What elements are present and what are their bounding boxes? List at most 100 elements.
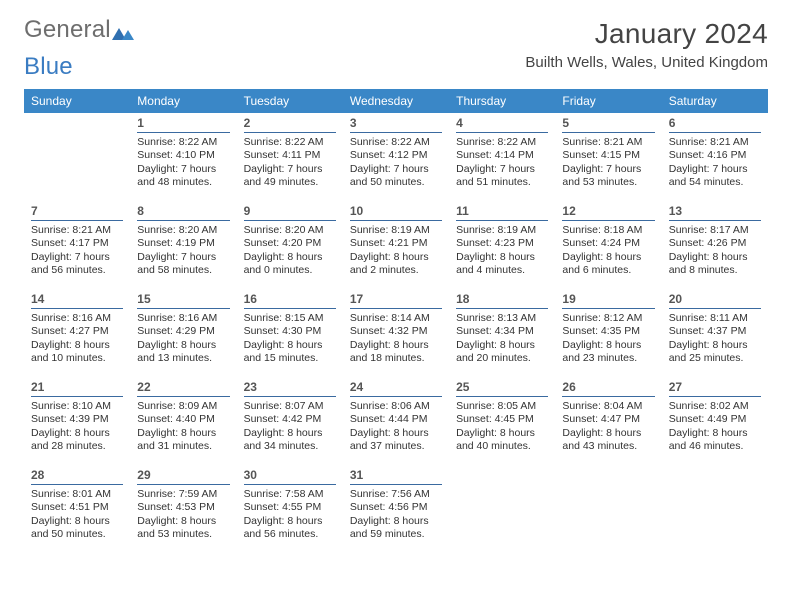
day-details: Sunrise: 7:59 AMSunset: 4:53 PMDaylight:… [137,488,229,542]
day-number-bar: 30 [244,465,336,485]
sunset-text: Sunset: 4:20 PM [244,237,322,249]
calendar-cell: 9Sunrise: 8:20 AMSunset: 4:20 PMDaylight… [237,201,343,289]
day-cell: 3Sunrise: 8:22 AMSunset: 4:12 PMDaylight… [343,113,449,201]
calendar-cell [662,465,768,553]
calendar-cell: 20 Sunrise: 8:11 AMSunset: 4:37 PMDayligh… [662,289,768,377]
sunset-text: Sunset: 4:32 PM [350,325,428,337]
calendar-cell: 5Sunrise: 8:21 AMSunset: 4:15 PMDaylight… [555,113,661,201]
sunrise-text: Sunrise: 8:22 AM [456,136,536,148]
day-number-bar: 8 [137,201,229,221]
day-number-bar: 20 [669,289,761,309]
daylight-text: and 10 minutes. [31,352,106,364]
sunrise-text: Sunrise: 8:09 AM [137,400,217,412]
day-cell [24,113,130,201]
calendar-cell: 31Sunrise: 7:56 AMSunset: 4:56 PMDayligh… [343,465,449,553]
sunrise-text: Sunrise: 8:16 AM [137,312,217,324]
brand-word-2: Blue [24,55,73,79]
day-cell: 22Sunrise: 8:09 AMSunset: 4:40 PMDayligh… [130,377,236,465]
weekday-header: Friday [555,89,661,113]
day-cell: 5Sunrise: 8:21 AMSunset: 4:15 PMDaylight… [555,113,661,201]
calendar-cell: 4Sunrise: 8:22 AMSunset: 4:14 PMDaylight… [449,113,555,201]
sunrise-text: Sunrise: 8:01 AM [31,488,111,500]
daylight-text: Daylight: 8 hours [244,515,323,527]
sunrise-text: Sunrise: 8:21 AM [669,136,749,148]
day-cell: 12Sunrise: 8:18 AMSunset: 4:24 PMDayligh… [555,201,661,289]
sunrise-text: Sunrise: 8:22 AM [137,136,217,148]
calendar-cell: 23Sunrise: 8:07 AMSunset: 4:42 PMDayligh… [237,377,343,465]
weekday-header: Thursday [449,89,555,113]
day-number-bar: 10 [350,201,442,221]
day-details: Sunrise: 8:10 AMSunset: 4:39 PMDaylight:… [31,400,123,454]
day-number-bar: 2 [244,113,336,133]
day-cell: 31Sunrise: 7:56 AMSunset: 4:56 PMDayligh… [343,465,449,553]
day-number-bar: 1 [137,113,229,133]
day-details: Sunrise: 8:18 AMSunset: 4:24 PMDaylight:… [562,224,654,278]
calendar-cell: 8 Sunrise: 8:20 AMSunset: 4:19 PM Daylight… [130,201,236,289]
day-number-bar: 7 [31,201,123,221]
daylight-text: and 20 minutes. [456,352,531,364]
daylight-text: and 25 minutes. [669,352,744,364]
day-details: Sunrise: 8:11 AMSunset: 4:37 PMDaylight:… [669,312,761,366]
day-number-bar: 19 [562,289,654,309]
sunrise-text: Sunrise: 7:58 AM [244,488,324,500]
day-cell: 8 Sunrise: 8:20 AMSunset: 4:19 PM Daylight… [130,201,236,289]
day-number-bar: 9 [244,201,336,221]
calendar-cell [555,465,661,553]
sunrise-text: Sunrise: 8:22 AM [350,136,430,148]
calendar-cell: 14Sunrise: 8:16 AMSunset: 4:27 PMDayligh… [24,289,130,377]
daylight-text: Daylight: 8 hours [350,251,429,263]
day-cell: 15Sunrise: 8:16 AMSunset: 4:29 PMDayligh… [130,289,236,377]
sunrise-text: Sunrise: 8:20 AM [137,224,217,236]
daylight-text: and 8 minutes. [669,264,738,276]
daylight-text: Daylight: 7 hours [137,251,216,263]
day-cell: 11 Sunrise: 8:19 AMSunset: 4:23 PMDayligh… [449,201,555,289]
sunset-text: Sunset: 4:24 PM [562,237,640,249]
daylight-text: Daylight: 8 hours [244,339,323,351]
day-details: Sunrise: 8:09 AMSunset: 4:40 PMDaylight:… [137,400,229,454]
daylight-text: Daylight: 7 hours [562,163,641,175]
sunset-text: Sunset: 4:40 PM [137,413,215,425]
sunrise-text: Sunrise: 8:06 AM [350,400,430,412]
sunrise-text: Sunrise: 8:15 AM [244,312,324,324]
sunset-text: Sunset: 4:23 PM [456,237,534,249]
day-details: Sunrise: 8:22 AMSunset: 4:11 PMDaylight:… [244,136,336,190]
day-details: Sunrise: 8:17 AMSunset: 4:26 PMDaylight:… [669,224,761,278]
daylight-text: and 50 minutes. [31,528,106,540]
daylight-text: and 4 minutes. [456,264,525,276]
day-cell: 9Sunrise: 8:20 AMSunset: 4:20 PMDaylight… [237,201,343,289]
day-details: Sunrise: 8:06 AMSunset: 4:44 PMDaylight:… [350,400,442,454]
daylight-text: Daylight: 8 hours [562,251,641,263]
sunrise-text: Sunrise: 8:19 AM [456,224,536,236]
daylight-text: Daylight: 7 hours [244,163,323,175]
day-cell: 4Sunrise: 8:22 AMSunset: 4:14 PMDaylight… [449,113,555,201]
calendar-week-row: 14Sunrise: 8:16 AMSunset: 4:27 PMDayligh… [24,289,768,377]
sunset-text: Sunset: 4:47 PM [562,413,640,425]
calendar-cell: 27Sunrise: 8:02 AMSunset: 4:49 PMDayligh… [662,377,768,465]
sunrise-text: Sunrise: 8:07 AM [244,400,324,412]
day-number-bar: 11 [456,201,548,221]
day-cell [449,465,555,553]
weekday-header-row: SundayMondayTuesdayWednesdayThursdayFrid… [24,89,768,113]
day-details: Sunrise: 8:19 AMSunset: 4:23 PMDaylight:… [456,224,548,278]
daylight-text: and 48 minutes. [137,176,212,188]
day-number-bar [669,465,761,484]
daylight-text: and 2 minutes. [350,264,419,276]
day-cell: 18Sunrise: 8:13 AMSunset: 4:34 PMDayligh… [449,289,555,377]
sunset-text: Sunset: 4:12 PM [350,149,428,161]
day-number-bar: 5 [562,113,654,133]
sunset-text: Sunset: 4:19 PM [137,237,215,249]
calendar-week-row: 1Sunrise: 8:22 AMSunset: 4:10 PMDaylight… [24,113,768,201]
calendar-cell: 22Sunrise: 8:09 AMSunset: 4:40 PMDayligh… [130,377,236,465]
day-cell: 16Sunrise: 8:15 AMSunset: 4:30 PMDayligh… [237,289,343,377]
sunrise-text: Sunrise: 8:12 AM [562,312,642,324]
sunset-text: Sunset: 4:34 PM [456,325,534,337]
sunrise-text: Sunrise: 8:11 AM [669,312,748,324]
brand-mark-icon [112,21,134,39]
day-number-bar: 24 [350,377,442,397]
day-number-bar: 4 [456,113,548,133]
sunset-text: Sunset: 4:44 PM [350,413,428,425]
sunset-text: Sunset: 4:49 PM [669,413,747,425]
day-number-bar: 3 [350,113,442,133]
daylight-text: and 43 minutes. [562,440,637,452]
day-details: Sunrise: 7:56 AMSunset: 4:56 PMDaylight:… [350,488,442,542]
